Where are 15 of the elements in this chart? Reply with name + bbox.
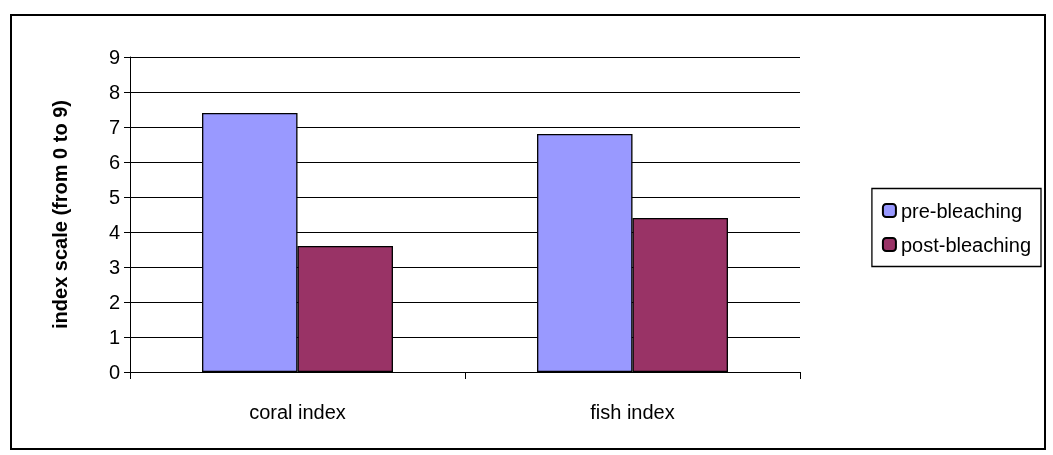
y-tick-label: 1: [108, 326, 120, 348]
y-axis-title: index scale (from 0 to 9): [49, 100, 71, 329]
x-tick-label: coral index: [249, 401, 346, 423]
legend-label: pre-bleaching: [900, 199, 1023, 222]
legend-label: post-bleaching: [900, 233, 1032, 256]
y-tick-label: 5: [108, 186, 120, 208]
y-tick-label: 4: [108, 221, 120, 243]
x-tick-label: fish index: [590, 401, 675, 423]
y-tick-label: 3: [108, 256, 120, 278]
y-tick-label: 7: [108, 116, 120, 138]
y-tick-label: 0: [108, 361, 120, 383]
y-tick-label: 8: [108, 81, 120, 103]
y-tick-label: 9: [108, 46, 120, 68]
y-tick-label: 2: [108, 291, 120, 313]
y-tick-label: 6: [108, 151, 120, 173]
